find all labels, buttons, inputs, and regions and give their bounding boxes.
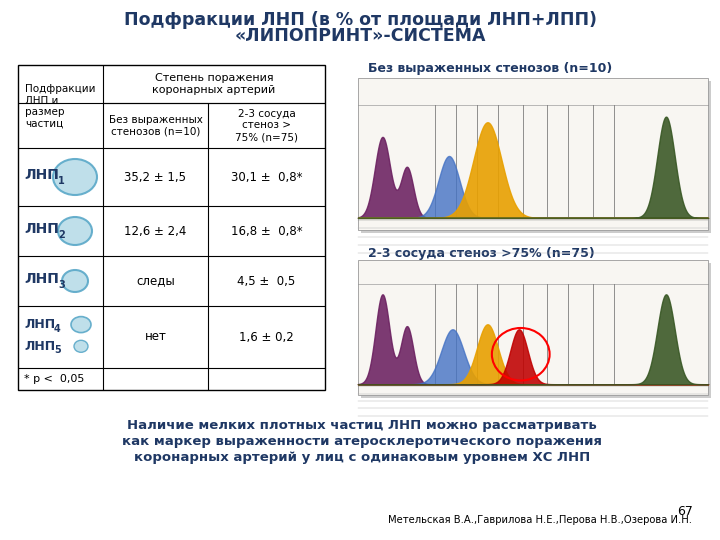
Text: ЛНП: ЛНП xyxy=(24,272,59,286)
Text: 4: 4 xyxy=(54,323,60,334)
Text: 35,2 ± 1,5: 35,2 ± 1,5 xyxy=(125,171,186,184)
Text: * p <  0,05: * p < 0,05 xyxy=(24,374,84,384)
Text: 67: 67 xyxy=(677,505,693,518)
Text: Без выраженных стенозов (n=10): Без выраженных стенозов (n=10) xyxy=(368,62,612,75)
Text: Подфракции
ЛНП и
размер
частиц: Подфракции ЛНП и размер частиц xyxy=(25,84,96,129)
Text: как маркер выраженности атеросклеротического поражения: как маркер выраженности атеросклеротичес… xyxy=(122,435,602,448)
Bar xyxy=(358,78,708,230)
Text: 2: 2 xyxy=(58,230,65,240)
Text: следы: следы xyxy=(136,274,175,287)
Bar xyxy=(358,260,708,395)
Text: Метельская В.А.,Гаврилова Н.Е.,Перова Н.В.,Озерова И.Н.: Метельская В.А.,Гаврилова Н.Е.,Перова Н.… xyxy=(388,515,692,525)
Text: 16,8 ±  0,8*: 16,8 ± 0,8* xyxy=(230,225,302,238)
Text: 2-3 сосуда стеноз >75% (n=75): 2-3 сосуда стеноз >75% (n=75) xyxy=(368,247,595,260)
Bar xyxy=(18,65,325,390)
Text: ЛНП: ЛНП xyxy=(24,222,59,236)
Text: ЛНП: ЛНП xyxy=(24,318,55,331)
Text: Степень поражения
коронарных артерий: Степень поражения коронарных артерий xyxy=(153,73,276,95)
Ellipse shape xyxy=(53,159,97,195)
Text: 1: 1 xyxy=(58,176,65,186)
Text: 3: 3 xyxy=(58,280,65,290)
Ellipse shape xyxy=(71,316,91,333)
Text: 30,1 ±  0,8*: 30,1 ± 0,8* xyxy=(230,171,302,184)
Text: «ЛИПОПРИНТ»-СИСТЕМА: «ЛИПОПРИНТ»-СИСТЕМА xyxy=(234,27,486,45)
Ellipse shape xyxy=(74,340,88,352)
Text: ЛНП: ЛНП xyxy=(24,340,55,353)
Ellipse shape xyxy=(62,270,88,292)
Text: ЛНП: ЛНП xyxy=(24,168,59,182)
Text: коронарных артерий у лиц с одинаковым уровнем ХС ЛНП: коронарных артерий у лиц с одинаковым ур… xyxy=(134,450,590,463)
Bar xyxy=(361,263,711,398)
Text: Подфракции ЛНП (в % от площади ЛНП+ЛПП): Подфракции ЛНП (в % от площади ЛНП+ЛПП) xyxy=(124,11,596,29)
Text: нет: нет xyxy=(145,330,166,343)
Text: 1,6 ± 0,2: 1,6 ± 0,2 xyxy=(239,330,294,343)
Text: 12,6 ± 2,4: 12,6 ± 2,4 xyxy=(125,225,186,238)
Text: 5: 5 xyxy=(54,345,60,355)
Ellipse shape xyxy=(58,217,92,245)
Bar xyxy=(361,81,711,233)
Text: Без выраженных
стенозов (n=10): Без выраженных стенозов (n=10) xyxy=(109,114,202,136)
Text: 4,5 ±  0,5: 4,5 ± 0,5 xyxy=(238,274,296,287)
Text: Наличие мелких плотных частиц ЛНП можно рассматривать: Наличие мелких плотных частиц ЛНП можно … xyxy=(127,418,597,431)
Text: 2-3 сосуда
стеноз >
75% (n=75): 2-3 сосуда стеноз > 75% (n=75) xyxy=(235,109,298,142)
